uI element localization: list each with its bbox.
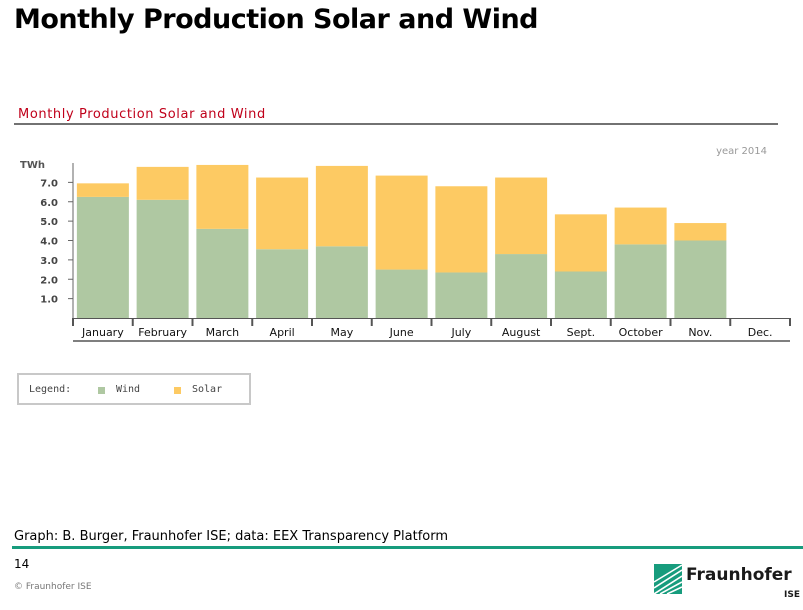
logo-sub: ISE [784,590,800,600]
x-tick-label: October [619,326,663,339]
footer-rule [12,546,803,549]
bar-solar [554,214,607,272]
y-tick-label: 4.0 [40,237,58,248]
bar-solar [375,175,428,270]
x-tick-label: January [81,326,124,339]
bar-wind [256,249,309,318]
fraunhofer-logo-icon [654,564,682,594]
bar-solar [674,223,727,241]
source-caption: Graph: B. Burger, Fraunhofer ISE; data: … [14,529,449,544]
x-tick-label: Sept. [567,326,596,339]
bar-wind [674,240,727,318]
y-tick-label: 6.0 [40,198,58,209]
bar-wind [136,199,189,318]
chart-title: Monthly Production Solar and Wind [18,107,266,122]
y-tick-label: 3.0 [40,256,58,267]
bar-wind [315,246,368,318]
bar-solar [315,165,368,247]
legend: Legend: Wind Solar [17,373,251,405]
bar-wind [375,269,428,318]
y-axis-unit: TWh [20,160,45,171]
y-tick-label: 1.0 [40,295,58,306]
legend-label: Legend: [29,384,72,395]
slide-title: Monthly Production Solar and Wind [14,4,539,35]
bar-solar [76,183,129,197]
bar-solar [136,166,189,200]
legend-swatch-wind [98,387,105,394]
legend-text-solar: Solar [192,384,223,395]
y-axis: 1.0 2.0 3.0 4.0 5.0 6.0 7.0 [40,163,74,318]
logo-word: Fraunhofer [686,565,792,585]
bars [76,164,727,318]
bar-wind [435,272,488,318]
bar-solar [495,177,548,255]
y-tick-label: 7.0 [40,178,58,189]
bar-solar [256,177,309,250]
chart: Monthly Production Solar and Wind year 2… [14,107,791,342]
bar-wind [495,254,548,318]
x-tick-label: Dec. [748,326,773,339]
legend-swatch-solar [174,387,181,394]
x-axis: January February March April May June July Augu… [72,318,791,342]
x-tick-label: Nov. [688,326,712,339]
chart-note: year 2014 [716,146,767,157]
y-tick-label: 2.0 [40,275,58,286]
bar-solar [196,164,249,229]
bar-wind [76,196,129,318]
bar-wind [554,271,607,318]
x-tick-label: June [389,326,414,339]
copyright: © Fraunhofer ISE [14,582,92,592]
page-number: 14 [14,557,30,571]
x-tick-label: May [331,326,354,339]
bar-solar [435,186,488,273]
x-tick-label: July [450,326,471,339]
bar-wind [196,228,249,318]
x-tick-label: April [270,326,295,339]
legend-text-wind: Wind [116,384,141,395]
bar-wind [614,244,667,318]
fraunhofer-logo: Fraunhofer ISE [654,563,800,603]
y-tick-label: 5.0 [40,217,58,228]
x-tick-label: August [502,326,541,339]
bar-solar [614,207,667,245]
x-tick-label: March [206,326,240,339]
x-tick-label: February [138,326,187,339]
